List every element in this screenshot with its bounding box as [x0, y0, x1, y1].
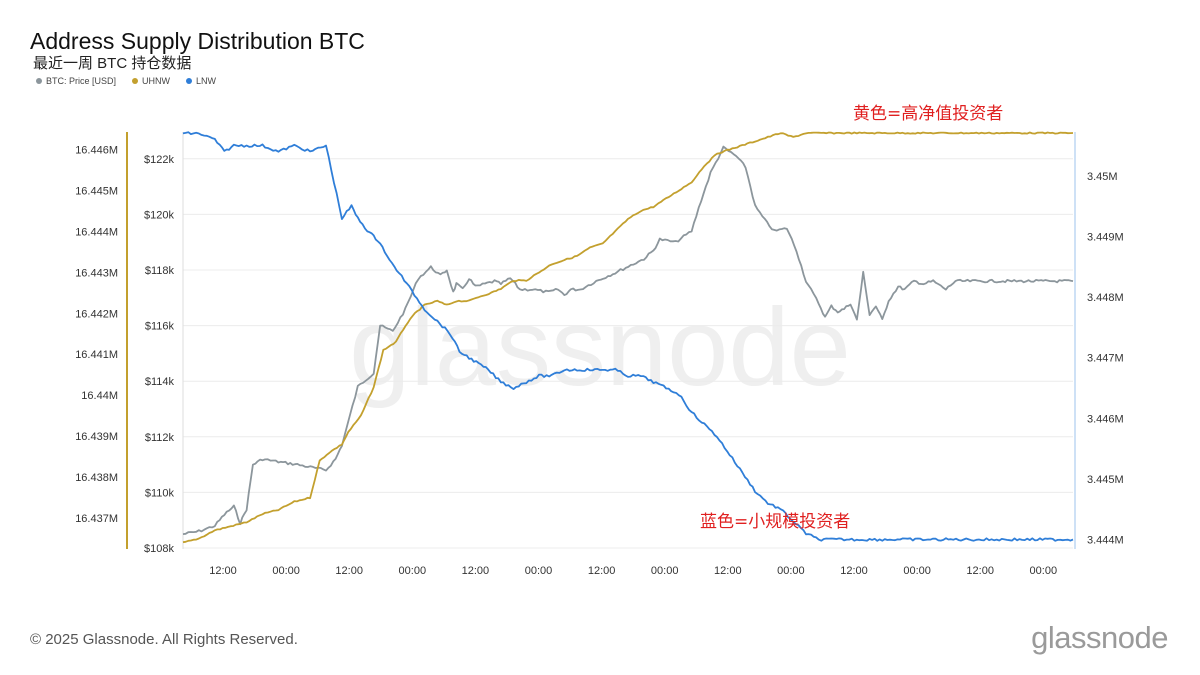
- price-tick-label: $108k: [144, 543, 174, 555]
- x-tick-label: 00:00: [777, 565, 805, 577]
- series-line-uhnw: [182, 131, 1074, 544]
- x-tick-label: 00:00: [272, 565, 300, 577]
- legend-dot-price: [36, 78, 42, 84]
- legend-label-uhnw: UHNW: [142, 76, 171, 86]
- legend-item-lnw[interactable]: LNW: [186, 76, 216, 86]
- uhnw-tick-label: 16.446M: [75, 144, 118, 156]
- series-line-price: [182, 145, 1074, 535]
- copyright: © 2025 Glassnode. All Rights Reserved.: [30, 631, 298, 648]
- uhnw-tick-label: 16.44M: [81, 390, 118, 402]
- x-tick-label: 12:00: [209, 565, 237, 577]
- x-tick-label: 12:00: [840, 565, 868, 577]
- uhnw-tick-label: 16.443M: [75, 267, 118, 279]
- x-tick-label: 12:00: [588, 565, 616, 577]
- uhnw-tick-label: 16.441M: [75, 349, 118, 361]
- uhnw-tick-label: 16.444M: [75, 226, 118, 238]
- x-tick-label: 12:00: [462, 565, 490, 577]
- price-tick-label: $116k: [145, 321, 175, 333]
- legend-dot-lnw: [186, 78, 193, 84]
- annotation-blue: 蓝色=小规模投资者: [700, 512, 850, 532]
- uhnw-tick-label: 16.445M: [75, 185, 118, 197]
- price-tick-label: $114k: [145, 376, 175, 388]
- price-tick-label: $118k: [145, 265, 175, 277]
- legend: BTC: Price [USD] UHNW LNW: [36, 76, 216, 86]
- price-tick-label: $122k: [144, 154, 174, 166]
- chart-subtitle: 最近一周 BTC 持仓数据: [33, 55, 192, 72]
- legend-label-lnw: LNW: [196, 76, 217, 86]
- chart-title: Address Supply Distribution BTC: [30, 28, 365, 54]
- x-tick-label: 00:00: [525, 565, 553, 577]
- legend-dot-uhnw: [132, 78, 139, 84]
- x-tick-label: 12:00: [335, 565, 363, 577]
- legend-item-uhnw[interactable]: UHNW: [132, 76, 170, 86]
- annotation-yellow: 黄色=高净值投资者: [853, 104, 1003, 124]
- x-tick-label: 12:00: [966, 565, 994, 577]
- lnw-tick-label: 3.448M: [1087, 292, 1124, 304]
- legend-item-price[interactable]: BTC: Price [USD]: [36, 76, 116, 86]
- x-tick-label: 00:00: [651, 565, 679, 577]
- brand-logo: glassnode: [1031, 620, 1168, 655]
- uhnw-tick-label: 16.437M: [75, 513, 118, 525]
- axes: 16.446M 16.445M 16.444M 16.443M 16.442M 16.44…: [75, 132, 1124, 577]
- lnw-tick-label: 3.446M: [1087, 413, 1124, 425]
- price-tick-label: $110k: [145, 487, 175, 499]
- lnw-tick-label: 3.445M: [1087, 474, 1124, 486]
- lnw-tick-label: 3.444M: [1087, 535, 1124, 547]
- legend-label-price: BTC: Price [USD]: [46, 76, 117, 86]
- lnw-tick-label: 3.447M: [1087, 353, 1124, 365]
- uhnw-tick-label: 16.442M: [75, 308, 118, 320]
- uhnw-tick-label: 16.438M: [75, 472, 118, 484]
- x-tick-label: 00:00: [399, 565, 427, 577]
- watermark: glassnode: [349, 286, 851, 409]
- x-tick-label: 00:00: [903, 565, 931, 577]
- x-tick-label: 12:00: [714, 565, 742, 577]
- series-line-lnw: [182, 131, 1074, 542]
- series-lines: [182, 131, 1074, 544]
- lnw-tick-label: 3.45M: [1087, 171, 1118, 183]
- x-tick-label: 00:00: [1030, 565, 1058, 577]
- uhnw-tick-label: 16.439M: [75, 431, 118, 443]
- gridlines: [183, 158, 1073, 549]
- price-tick-label: $120k: [144, 209, 174, 221]
- price-tick-label: $112k: [145, 432, 175, 444]
- lnw-tick-label: 3.449M: [1087, 231, 1124, 243]
